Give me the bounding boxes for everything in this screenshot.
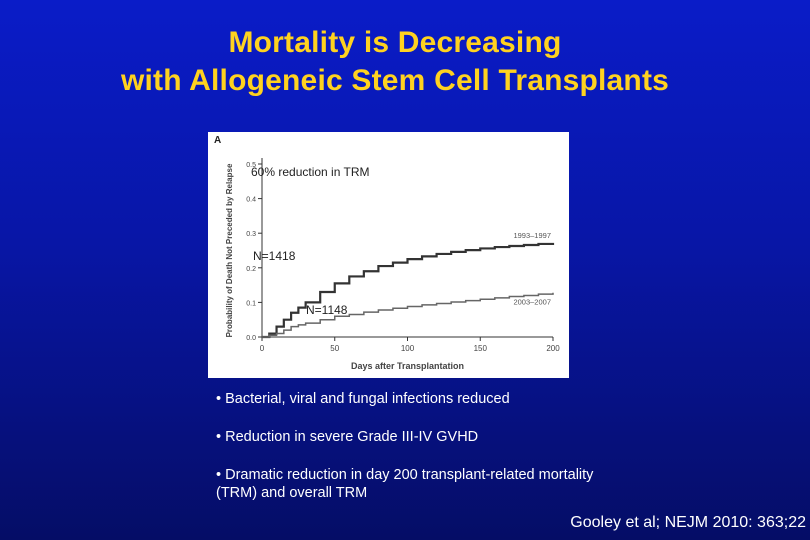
x-tick-label: 150 <box>474 344 488 353</box>
chart-series: 1993–1997 2003–2007 <box>262 231 555 339</box>
chart-panel: A 0.0 0.1 0.2 0.3 0.4 0.5 0 50 100 150 200 Days aft… <box>208 132 569 378</box>
x-tick-label: 200 <box>546 344 560 353</box>
series-label-1993-1997: 1993–1997 <box>513 231 551 240</box>
chart-annotations: 60% reduction in TRM N=1418 N=1148 <box>251 165 370 317</box>
bullet-list: • Bacterial, viral and fungal infections… <box>216 390 636 522</box>
x-tick-label: 0 <box>260 344 265 353</box>
x-tick-label: 50 <box>330 344 339 353</box>
y-axis-label: Probability of Death Not Preceded by Rel… <box>225 163 234 337</box>
slide-title: Mortality is Decreasing with Allogeneic … <box>0 24 790 100</box>
series-line-1993-1997 <box>262 242 555 339</box>
mortality-chart: A 0.0 0.1 0.2 0.3 0.4 0.5 0 50 100 150 200 Days aft… <box>214 135 560 371</box>
chart-axes: 0.0 0.1 0.2 0.3 0.4 0.5 0 50 100 150 200 Days after… <box>225 158 560 371</box>
bullet-infections: • Bacterial, viral and fungal infections… <box>216 391 510 407</box>
citation: Gooley et al; NEJM 2010: 363;22 <box>570 514 806 531</box>
bullet-gvhd: • Reduction in severe Grade III-IV GVHD <box>216 429 479 445</box>
y-tick-label: 0.2 <box>246 266 256 273</box>
annotation-trm-reduction: 60% reduction in TRM <box>251 165 370 179</box>
y-tick-label: 0.0 <box>246 335 256 342</box>
title-line-1: Mortality is Decreasing <box>228 26 562 59</box>
bullet-trm: • Dramatic reduction in day 200 transpla… <box>216 467 594 501</box>
annotation-n-1148: N=1148 <box>306 303 348 317</box>
y-tick-label: 0.4 <box>246 197 256 204</box>
y-tick-label: 0.1 <box>246 300 256 307</box>
series-line-2003-2007 <box>262 292 554 338</box>
panel-label: A <box>214 135 221 146</box>
x-axis-label: Days after Transplantation <box>351 361 464 371</box>
series-label-2003-2007: 2003–2007 <box>513 298 551 307</box>
annotation-n-1418: N=1418 <box>253 249 296 263</box>
y-tick-label: 0.3 <box>246 231 256 238</box>
x-tick-label: 100 <box>401 344 415 353</box>
y-tick-label: 0.5 <box>246 162 256 169</box>
title-line-2: with Allogeneic Stem Cell Transplants <box>120 64 670 97</box>
